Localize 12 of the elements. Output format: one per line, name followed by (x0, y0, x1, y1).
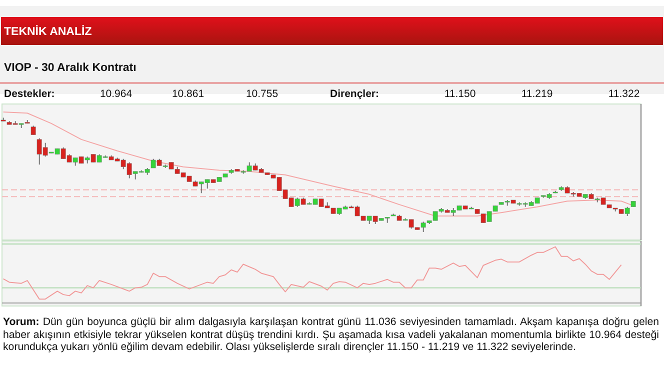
chart-subtitle: VIOP - 30 Aralık Kontratı (4, 62, 136, 74)
text: Yorum: Dün gün boyunca güçlü bir alım dalgasıyla karşılaşan kontrat günü 11.036 seviyesinden tamamladı. Akşam kapanışa doğru gelen haber akışının etkisiyle tekrar yükselen kontrat düşüş trendini kırdı. Şu aşamada kısa vadeli yakalanan momentumla birlikte 10.964 desteği korundukça yukarı yönlü eğilim devam edebilir. Olası yükselişlerde sıralı dirençler 11.150 - 11.219 ve 11.322 seviyelerinde. (3, 316, 659, 354)
text: Destekler: (4, 88, 55, 100)
text: 11.322 (608, 88, 640, 100)
text: 10.755 (246, 88, 278, 100)
chart-title: TEKNİK ANALİZ (4, 25, 92, 38)
text: 11.219 (521, 88, 553, 100)
text: 11.150 (444, 88, 476, 100)
text: 10.861 (172, 88, 204, 100)
text: 10.964 (100, 88, 132, 100)
text: Dirençler: (330, 88, 380, 100)
candlestick (30, 125, 36, 136)
